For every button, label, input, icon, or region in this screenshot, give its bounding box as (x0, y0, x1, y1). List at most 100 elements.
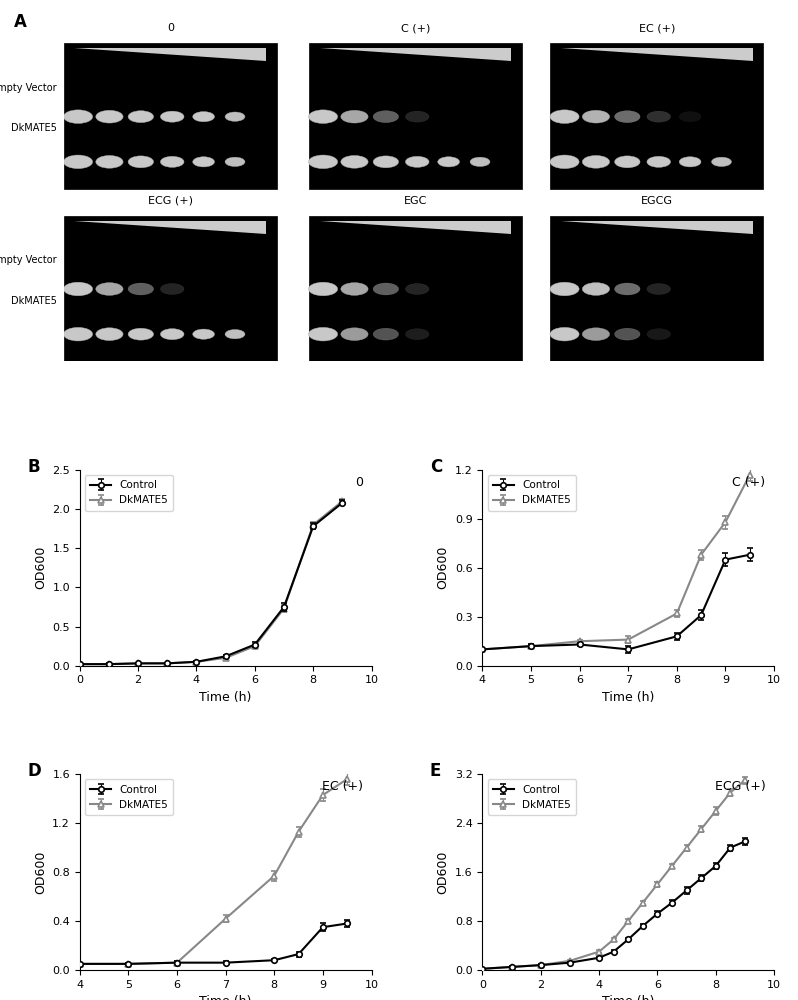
Circle shape (470, 157, 490, 166)
Circle shape (550, 327, 579, 341)
Circle shape (614, 156, 640, 168)
X-axis label: Time (h): Time (h) (602, 995, 654, 1000)
Y-axis label: OD600: OD600 (437, 546, 449, 589)
Text: DkMATE5: DkMATE5 (11, 296, 57, 306)
Circle shape (405, 111, 429, 122)
Text: A: A (14, 13, 27, 31)
Circle shape (160, 283, 184, 295)
Circle shape (160, 156, 184, 167)
Circle shape (160, 111, 184, 122)
Text: EC (+): EC (+) (322, 780, 363, 793)
Circle shape (128, 328, 153, 340)
Text: DkMATE5: DkMATE5 (11, 123, 57, 133)
Polygon shape (319, 48, 512, 61)
Circle shape (309, 327, 338, 341)
X-axis label: Time (h): Time (h) (602, 691, 654, 704)
Circle shape (96, 110, 123, 123)
Circle shape (225, 157, 245, 166)
Circle shape (405, 156, 429, 167)
Circle shape (583, 328, 610, 341)
Text: C (+): C (+) (401, 23, 430, 33)
Circle shape (438, 157, 460, 167)
Circle shape (373, 283, 398, 295)
Y-axis label: OD600: OD600 (34, 546, 47, 589)
Circle shape (128, 111, 153, 123)
Text: Empty Vector: Empty Vector (0, 255, 57, 265)
Circle shape (647, 329, 670, 340)
Text: EGCG: EGCG (641, 196, 673, 206)
Circle shape (614, 283, 640, 295)
Text: B: B (27, 458, 40, 476)
Text: 0: 0 (167, 23, 174, 33)
Text: 0: 0 (355, 476, 363, 489)
Polygon shape (74, 48, 267, 61)
Polygon shape (561, 221, 753, 234)
Bar (309, 43, 522, 189)
Bar (551, 216, 764, 361)
Legend: Control, DkMATE5: Control, DkMATE5 (85, 475, 173, 511)
Circle shape (550, 282, 579, 296)
Bar (64, 43, 277, 189)
Legend: Control, DkMATE5: Control, DkMATE5 (488, 475, 576, 511)
Circle shape (679, 112, 701, 122)
Circle shape (64, 110, 93, 123)
Circle shape (341, 328, 368, 341)
Circle shape (583, 110, 610, 123)
Circle shape (225, 112, 245, 121)
Polygon shape (319, 221, 512, 234)
Text: EGC: EGC (404, 196, 427, 206)
Text: E: E (430, 762, 441, 780)
Circle shape (647, 111, 670, 122)
Circle shape (583, 155, 610, 168)
Legend: Control, DkMATE5: Control, DkMATE5 (85, 779, 173, 815)
Bar (309, 216, 522, 361)
Y-axis label: OD600: OD600 (437, 850, 449, 894)
Text: Empty Vector: Empty Vector (0, 83, 57, 93)
Legend: Control, DkMATE5: Control, DkMATE5 (488, 779, 576, 815)
X-axis label: Time (h): Time (h) (200, 691, 252, 704)
Circle shape (647, 283, 670, 295)
Circle shape (341, 283, 368, 295)
Circle shape (405, 283, 429, 295)
Circle shape (309, 110, 338, 123)
Text: ECG (+): ECG (+) (714, 780, 765, 793)
Circle shape (341, 155, 368, 168)
Polygon shape (561, 48, 753, 61)
Text: EC (+): EC (+) (638, 23, 675, 33)
Circle shape (128, 156, 153, 168)
Circle shape (373, 156, 398, 168)
Circle shape (96, 283, 123, 295)
Circle shape (550, 155, 579, 169)
Text: C: C (430, 458, 442, 476)
Text: C (+): C (+) (733, 476, 765, 489)
Circle shape (225, 330, 245, 339)
Bar (551, 43, 764, 189)
Circle shape (64, 155, 93, 169)
Circle shape (128, 283, 153, 295)
Circle shape (679, 157, 701, 167)
Bar (64, 216, 277, 361)
Circle shape (373, 111, 398, 123)
Circle shape (614, 328, 640, 340)
Circle shape (550, 110, 579, 123)
Circle shape (647, 156, 670, 167)
Circle shape (373, 328, 398, 340)
Circle shape (160, 329, 184, 340)
Circle shape (405, 329, 429, 340)
Circle shape (309, 282, 338, 296)
Text: ECG (+): ECG (+) (148, 196, 193, 206)
Circle shape (64, 327, 93, 341)
Circle shape (193, 329, 215, 339)
Text: D: D (27, 762, 41, 780)
Circle shape (614, 111, 640, 123)
Circle shape (96, 328, 123, 341)
Circle shape (193, 157, 215, 167)
Circle shape (583, 283, 610, 295)
Circle shape (96, 155, 123, 168)
Circle shape (341, 110, 368, 123)
Circle shape (712, 157, 732, 166)
Y-axis label: OD600: OD600 (34, 850, 47, 894)
Circle shape (193, 112, 215, 122)
Circle shape (309, 155, 338, 169)
X-axis label: Time (h): Time (h) (200, 995, 252, 1000)
